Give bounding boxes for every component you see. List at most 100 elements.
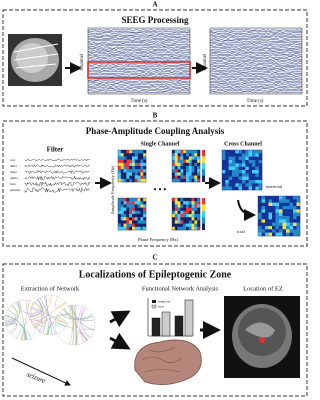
heat-cell xyxy=(140,153,144,157)
heat-cell xyxy=(186,210,189,215)
trace xyxy=(87,53,191,55)
heat-cell xyxy=(232,176,236,181)
heat-cell xyxy=(188,204,192,208)
heat-cell xyxy=(279,202,283,207)
heat-cell xyxy=(255,153,259,157)
panel-label: B xyxy=(153,112,158,120)
heat-cell xyxy=(222,166,226,171)
heat-cell xyxy=(174,156,178,160)
heat-cell xyxy=(286,222,290,227)
heat-cell xyxy=(258,186,263,191)
panel-label: C xyxy=(152,254,157,262)
heat-cell xyxy=(261,206,266,210)
heat-cell xyxy=(186,156,189,160)
heat-cell xyxy=(143,172,147,176)
heat-cell xyxy=(242,180,246,184)
heat-cell xyxy=(225,153,229,157)
heat-cell xyxy=(137,201,141,205)
network-edge xyxy=(31,319,44,332)
heat-cell xyxy=(261,229,266,233)
trace xyxy=(87,72,191,75)
heat-cell xyxy=(258,199,262,203)
heat-cell xyxy=(191,217,195,221)
heat-cell xyxy=(238,186,243,191)
band-signal xyxy=(24,175,90,181)
heat-cell xyxy=(286,202,290,207)
heat-cell xyxy=(197,172,201,176)
heat-cell xyxy=(261,209,266,213)
heat-cell xyxy=(225,160,229,164)
heat-cell xyxy=(194,153,198,157)
heat-cell xyxy=(255,156,259,161)
heat-cell xyxy=(228,170,233,174)
heat-cell xyxy=(126,172,130,176)
heat-cell xyxy=(123,169,127,173)
heat-cell xyxy=(248,166,253,171)
heat-cell xyxy=(172,204,175,208)
band-label: beta xyxy=(10,182,16,186)
heat-cell xyxy=(137,159,141,163)
heat-cell xyxy=(232,173,236,177)
axis-label: Time (s) xyxy=(131,99,148,104)
network-edge xyxy=(43,295,53,335)
heat-cell xyxy=(245,156,249,161)
axis-label: Amplitude Frequency (Hz) xyxy=(110,165,115,214)
heat-cell xyxy=(261,222,266,227)
heat-cell xyxy=(279,209,283,213)
heat-cell xyxy=(177,223,181,227)
trace xyxy=(209,65,303,68)
heat-cell xyxy=(255,186,259,191)
heat-cell xyxy=(132,198,135,202)
heat-cell xyxy=(120,214,124,218)
heat-cell xyxy=(282,199,287,203)
heat-cell xyxy=(293,199,297,203)
heat-cell xyxy=(183,201,187,205)
heat-cell xyxy=(228,173,233,177)
heat-cell xyxy=(180,156,184,160)
heat-cell xyxy=(180,175,184,179)
trace xyxy=(209,73,303,76)
heat-cell xyxy=(232,166,236,171)
heat-cell xyxy=(172,166,175,170)
heat-cell xyxy=(248,170,253,174)
heat-cell xyxy=(191,166,195,170)
heat-cell xyxy=(261,199,266,203)
heat-cell xyxy=(123,166,127,170)
heat-cell xyxy=(120,207,124,211)
heat-cell xyxy=(258,219,262,223)
heat-cell xyxy=(272,202,276,207)
heat-cell xyxy=(191,175,195,179)
heat-cell xyxy=(293,209,297,213)
heat-cell xyxy=(180,220,184,224)
heat-cell xyxy=(261,202,266,207)
network-edge xyxy=(42,295,48,334)
trace xyxy=(87,56,191,59)
heat-cell xyxy=(286,232,290,237)
heat-cell xyxy=(172,207,175,211)
heat-cell xyxy=(137,223,141,227)
heat-cell xyxy=(129,223,133,227)
heat-cell xyxy=(143,220,147,224)
trace xyxy=(87,91,191,94)
section-title: Functional Network Analysis xyxy=(142,285,219,292)
heat-cell xyxy=(222,180,226,184)
heat-cell xyxy=(120,159,124,163)
heat-cell xyxy=(286,226,290,230)
trace xyxy=(87,57,191,60)
heat-cell xyxy=(183,220,187,224)
heat-cell xyxy=(286,216,290,220)
heat-cell xyxy=(191,210,195,215)
heat-cell xyxy=(123,178,127,183)
heat-cell xyxy=(126,150,130,154)
heat-cell xyxy=(258,212,262,217)
heat-cell xyxy=(191,204,195,208)
heat-cell xyxy=(252,170,256,174)
heat-cell xyxy=(132,214,135,218)
heat-cell xyxy=(286,219,290,223)
heat-cell xyxy=(188,214,192,218)
heat-cell xyxy=(232,180,236,184)
band-label: gamma xyxy=(10,188,21,192)
matrix-label: interictal xyxy=(266,184,283,189)
heat-frame xyxy=(117,149,147,183)
band-signal xyxy=(24,158,90,162)
